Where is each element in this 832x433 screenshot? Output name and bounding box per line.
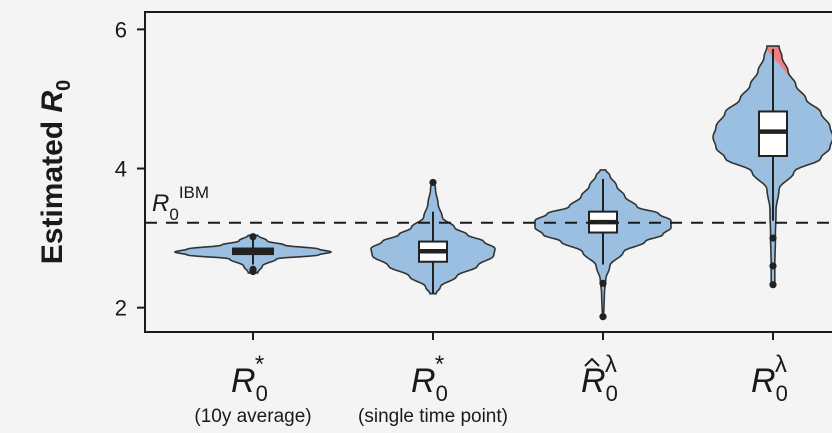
y-axis-label: Estimated R0: [36, 80, 75, 265]
x-tick-label: R0*: [231, 351, 268, 406]
y-tick-label: 2: [115, 296, 127, 321]
y-tick-label: 4: [115, 157, 127, 182]
hat-accent: [584, 357, 600, 367]
plot-frame: [144, 11, 832, 333]
x-tick-label: R0λ: [751, 351, 788, 406]
x-tick-label: R0λ: [581, 351, 618, 406]
x-axis: R0*(10y average)R0*(single time point)R0…: [194, 332, 788, 427]
outlier-point: [599, 313, 607, 321]
outlier-point: [429, 178, 437, 187]
violin-2: [370, 178, 496, 295]
violin-1: [173, 233, 333, 276]
x-tick-sublabel: (single time point): [358, 406, 508, 427]
outlier-point: [249, 265, 257, 273]
outlier-point: [769, 281, 777, 289]
outlier-point: [769, 234, 777, 242]
y-tick-label: 6: [115, 17, 127, 42]
y-axis: 2 4 6: [115, 17, 145, 321]
x-tick-label: R0*: [411, 351, 448, 406]
reference-line-label: R0IBM: [152, 183, 209, 224]
outlier-point: [599, 279, 607, 287]
outlier-point: [249, 233, 257, 241]
violin-outline: [712, 45, 832, 287]
outlier-point: [769, 262, 777, 270]
x-tick-sublabel: (10y average): [194, 406, 311, 427]
